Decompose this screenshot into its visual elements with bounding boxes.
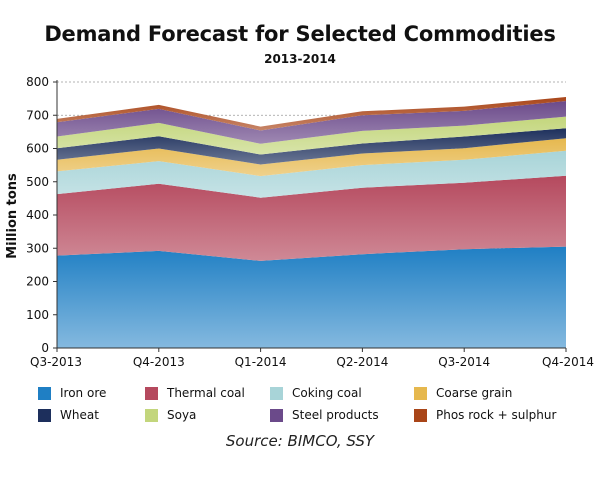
legend-label: Thermal coal <box>167 386 245 400</box>
x-tick-label: Q3-2013 <box>30 355 82 369</box>
legend-item: Thermal coal <box>145 386 245 400</box>
legend-item: Wheat <box>38 408 99 422</box>
x-tick-label: Q4-2013 <box>133 355 185 369</box>
legend-swatch <box>145 408 158 422</box>
y-axis-label: Million tons <box>5 173 20 259</box>
chart-subtitle: 2013-2014 <box>264 52 336 66</box>
x-tick-label: Q2-2014 <box>336 355 388 369</box>
legend-item: Coking coal <box>270 386 362 400</box>
legend-swatch <box>145 386 158 400</box>
legend-label: Coarse grain <box>436 386 513 400</box>
area-soya <box>57 116 566 155</box>
area-coking-coal <box>57 150 566 198</box>
legend-item: Coarse grain <box>414 386 512 400</box>
y-tick-label: 0 <box>41 341 49 355</box>
legend-label: Wheat <box>60 408 99 422</box>
legend-label: Soya <box>167 408 197 422</box>
area-coarse-grain <box>57 138 566 177</box>
legend-item: Soya <box>145 408 196 422</box>
area-steel-products <box>57 101 566 144</box>
y-tick-label: 500 <box>26 175 49 189</box>
y-tick-label: 300 <box>26 241 49 255</box>
x-tick-label: Q3-2014 <box>438 355 490 369</box>
legend-swatch <box>414 386 427 400</box>
y-tick-label: 100 <box>26 308 49 322</box>
y-tick-label: 600 <box>26 142 49 156</box>
legend-label: Phos rock + sulphur <box>436 408 557 422</box>
x-tick-label: Q1-2014 <box>235 355 287 369</box>
area-thermal-coal <box>57 175 566 261</box>
legend-swatch <box>270 386 283 400</box>
y-tick-label: 200 <box>26 275 49 289</box>
legend-swatch <box>270 408 283 422</box>
legend-swatch <box>38 408 51 422</box>
legend-label: Iron ore <box>60 386 107 400</box>
area-iron-ore <box>57 246 566 348</box>
area-wheat <box>57 128 566 165</box>
y-tick-label: 700 <box>26 108 49 122</box>
y-tick-label: 400 <box>26 208 49 222</box>
legend-item: Iron ore <box>38 386 106 400</box>
legend-swatch <box>414 408 427 422</box>
legend-swatch <box>38 386 51 400</box>
chart-title: Demand Forecast for Selected Commodities <box>44 22 556 46</box>
x-tick-label: Q4-2014 <box>542 355 594 369</box>
y-tick-label: 800 <box>26 75 49 89</box>
legend-item: Steel products <box>270 408 379 422</box>
legend-label: Steel products <box>292 408 379 422</box>
legend-label: Coking coal <box>292 386 362 400</box>
source-note: Source: BIMCO, SSY <box>225 432 375 450</box>
legend-item: Phos rock + sulphur <box>414 408 556 422</box>
